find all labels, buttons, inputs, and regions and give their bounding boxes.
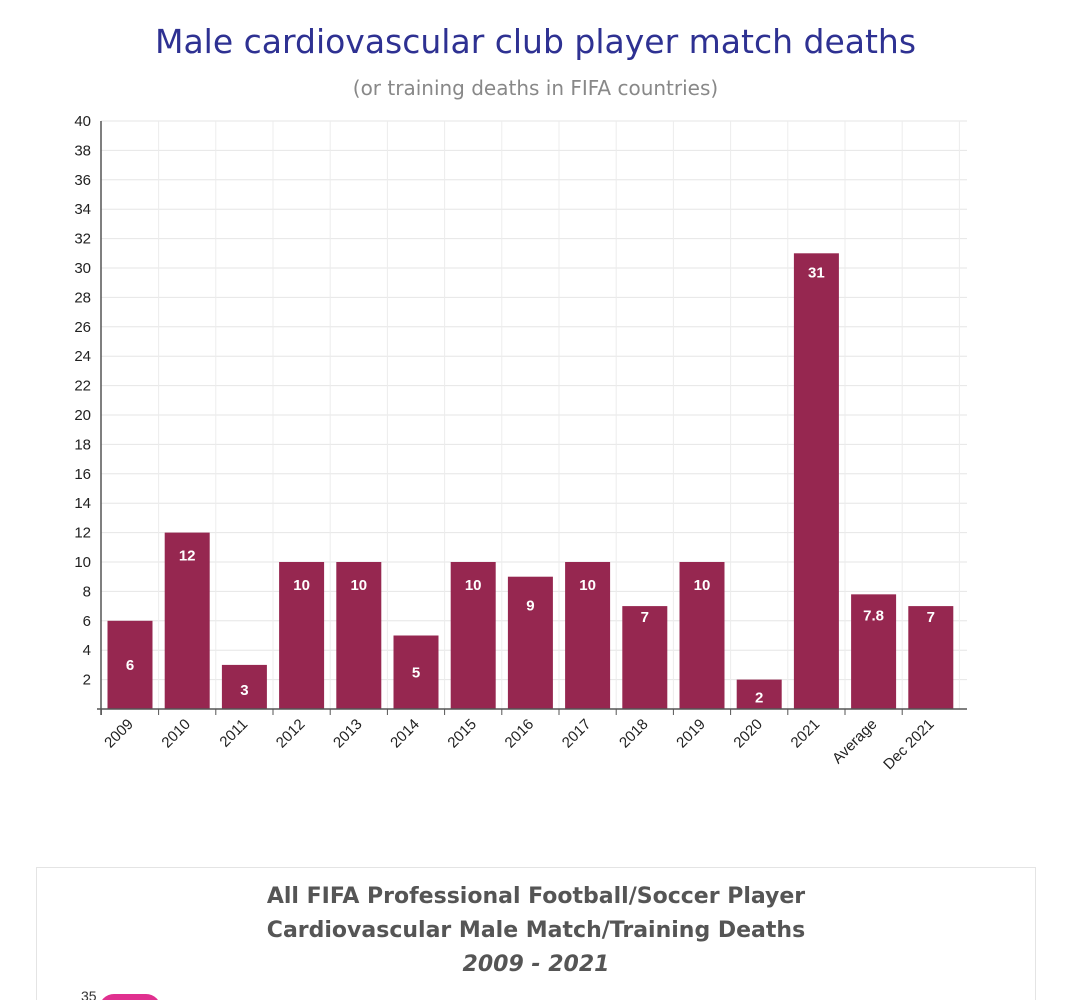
bar <box>107 620 153 709</box>
x-tick-label: 2021 <box>788 716 824 752</box>
x-tick-label: 2020 <box>730 716 766 752</box>
x-tick-label: Dec 2021 <box>880 716 937 773</box>
second-chart-title-line3: 2009 - 2021 <box>462 952 610 977</box>
x-tick-label: 2012 <box>273 716 309 752</box>
y-tick-label: 8 <box>83 583 91 600</box>
data-label: 6 <box>126 657 134 674</box>
data-label: 10 <box>350 577 367 594</box>
y-tick-label: 12 <box>74 525 91 542</box>
axes <box>97 121 967 715</box>
x-tick-label: 2010 <box>158 716 194 752</box>
bar <box>164 532 210 709</box>
chart-title: Male cardiovascular club player match de… <box>154 22 917 61</box>
bar <box>336 562 382 709</box>
y-tick-label: 14 <box>74 495 91 512</box>
data-label: 10 <box>579 577 596 594</box>
bar <box>450 562 496 709</box>
data-label: 9 <box>526 598 534 615</box>
data-label: 10 <box>293 577 310 594</box>
y-tick-label: 2 <box>83 672 91 689</box>
x-tick-label: 2018 <box>616 716 652 752</box>
bar <box>565 562 611 709</box>
bar <box>393 635 439 709</box>
data-label: 2 <box>755 689 763 706</box>
bar <box>851 594 897 709</box>
bar <box>279 562 325 709</box>
y-tick-label: 4 <box>83 642 91 659</box>
x-tick-label: 2017 <box>559 716 595 752</box>
second-chart-series-marker <box>99 994 161 1000</box>
y-tick-label: 28 <box>74 289 91 306</box>
y-tick-label: 24 <box>74 348 91 365</box>
data-label: 31 <box>808 264 825 281</box>
y-tick-label: 22 <box>74 378 91 395</box>
y-tick-label: 16 <box>74 466 91 483</box>
y-tick-label: 6 <box>83 613 91 630</box>
x-tick-labels: 2009 2010 2011 2012 2013 2014 2015 2016 2017 2018… <box>101 716 937 773</box>
x-tick-label: 2013 <box>330 716 366 752</box>
x-tick-label: Average <box>829 716 880 767</box>
data-label: 10 <box>465 577 482 594</box>
y-tick-label: 20 <box>74 407 91 424</box>
x-tick-label: 2011 <box>216 716 251 751</box>
bar <box>507 576 553 709</box>
y-tick-label: 38 <box>74 142 91 159</box>
second-chart-title-line2: Cardiovascular Male Match/Training Death… <box>266 918 806 943</box>
data-label: 7 <box>927 609 935 626</box>
second-chart-title-line1: All FIFA Professional Football/Soccer Pl… <box>266 884 806 909</box>
second-chart-card: All FIFA Professional Football/Soccer Pl… <box>36 867 1036 1000</box>
y-tick-label: 32 <box>74 231 91 248</box>
data-label: 7 <box>641 609 649 626</box>
second-chart-title: All FIFA Professional Football/Soccer Pl… <box>37 880 1035 982</box>
data-label: 12 <box>179 548 196 565</box>
data-label: 3 <box>240 682 248 699</box>
bars <box>107 253 954 710</box>
y-tick-label: 34 <box>74 201 91 218</box>
bar <box>622 606 668 709</box>
chart-subtitle: (or training deaths in FIFA countries) <box>352 76 719 100</box>
y-tick-label: 40 <box>74 113 91 130</box>
y-tick-label: 30 <box>74 260 91 277</box>
data-label: 5 <box>412 664 420 681</box>
x-tick-label: 2014 <box>387 716 423 752</box>
y-tick-label: 18 <box>74 436 91 453</box>
second-chart-ytick: 35 <box>81 988 97 1000</box>
bar <box>221 664 267 709</box>
x-tick-label: 2016 <box>502 716 538 752</box>
x-tick-label: 2009 <box>101 716 137 752</box>
data-label: 7.8 <box>863 607 884 624</box>
x-tick-label: 2019 <box>673 716 709 752</box>
bar <box>736 679 782 709</box>
bar <box>793 253 839 710</box>
data-label: 10 <box>694 577 711 594</box>
bar <box>908 606 954 709</box>
bar <box>679 562 725 709</box>
y-tick-label: 36 <box>74 172 91 189</box>
x-tick-label: 2015 <box>444 716 480 752</box>
data-labels: 6 12 3 10 10 5 10 9 10 7 10 2 31 7.8 7 <box>126 264 935 706</box>
y-tick-label: 10 <box>74 554 91 571</box>
y-tick-label: 26 <box>74 319 91 336</box>
